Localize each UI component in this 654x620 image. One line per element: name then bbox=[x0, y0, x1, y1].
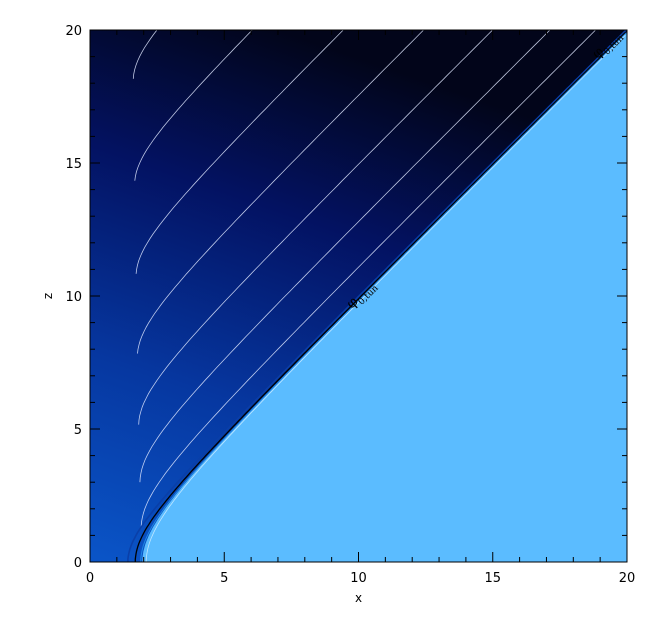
contour-lines bbox=[132, 30, 596, 527]
boundary-curve bbox=[127, 30, 627, 562]
x-axis-label: x bbox=[355, 591, 362, 605]
boundary-curves bbox=[127, 30, 627, 562]
x-tick-label: 5 bbox=[220, 571, 228, 586]
interior-region bbox=[142, 30, 627, 562]
y-tick-label: 20 bbox=[65, 24, 82, 39]
contour-line bbox=[134, 30, 253, 181]
contour-line bbox=[140, 30, 596, 527]
y-axis-label: z bbox=[41, 293, 55, 299]
boundary-curve bbox=[140, 32, 627, 562]
x-tick-label: 15 bbox=[484, 571, 501, 586]
axis-ticks: 0 5 10 15 20 0 5 10 15 20 bbox=[65, 24, 635, 586]
y-tick-label: 0 bbox=[74, 556, 82, 571]
boundary-curve bbox=[145, 35, 626, 562]
y-tick-label: 15 bbox=[65, 157, 82, 172]
x-tick-label: 0 bbox=[86, 571, 94, 586]
y-tick-label: 5 bbox=[74, 423, 82, 438]
contour-line bbox=[138, 30, 493, 425]
contour-line bbox=[132, 30, 158, 79]
contour-line bbox=[135, 30, 344, 274]
x-tick-label: 10 bbox=[350, 571, 367, 586]
contour-line bbox=[137, 30, 424, 354]
contour-line bbox=[139, 30, 551, 483]
boundary-curve bbox=[134, 32, 626, 562]
y-tick-label: 10 bbox=[65, 290, 82, 305]
x-tick-label: 20 bbox=[619, 571, 636, 586]
